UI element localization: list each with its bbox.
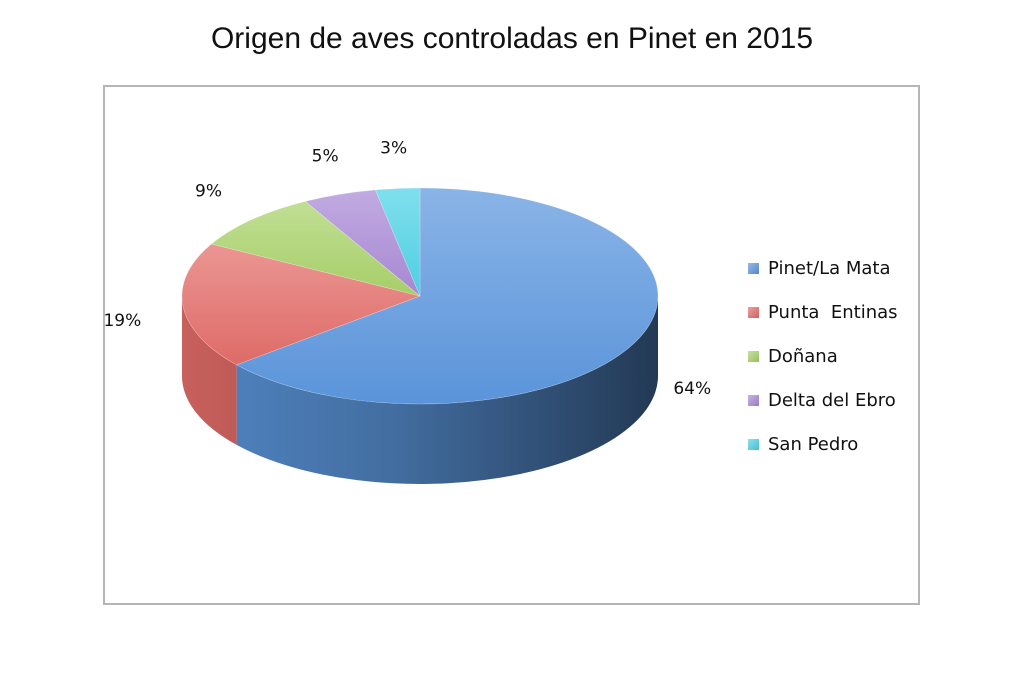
- data-label-pinet-la-mata: 64%: [673, 379, 711, 399]
- pie-slice-delta-del-ebro: [304, 189, 421, 297]
- legend-swatch-delta-del-ebro: [748, 394, 759, 406]
- pie-side-punta-entinas: [182, 296, 237, 445]
- legend-label-donana: Doñana: [768, 345, 838, 367]
- legend-label-san-pedro: San Pedro: [768, 433, 859, 455]
- legend-item-donana: Doñana: [748, 334, 898, 378]
- pie-side-pinet-la-mata: [236, 296, 659, 484]
- pie-slice-san-pedro: [374, 187, 421, 297]
- legend-swatch-punta-entinas: [748, 306, 759, 318]
- pie-slice-pinet-la-mata: [235, 187, 659, 405]
- legend-item-san-pedro: San Pedro: [748, 422, 898, 466]
- pie-slice-punta-entinas: [181, 243, 422, 366]
- legend-label-punta-entinas: Punta Entinas: [768, 301, 898, 323]
- data-label-donana: 9%: [195, 181, 222, 201]
- legend-swatch-san-pedro: [748, 438, 759, 450]
- pie-side-walls: [182, 296, 659, 484]
- legend-swatch-donana: [748, 350, 759, 362]
- data-label-san-pedro: 3%: [380, 139, 407, 159]
- data-label-punta-entinas: 19%: [103, 311, 141, 331]
- data-label-delta-del-ebro: 5%: [312, 147, 339, 167]
- legend-swatch-pinet-la-mata: [748, 262, 759, 274]
- legend-label-delta-del-ebro: Delta del Ebro: [768, 389, 896, 411]
- legend: Pinet/La Mata Punta Entinas Doñana Delta de…: [748, 246, 898, 466]
- legend-label-pinet-la-mata: Pinet/La Mata: [768, 257, 891, 279]
- pie-data-labels: 64% 19% 9% 5% 3%: [103, 139, 711, 399]
- pie-slice-donana: [210, 201, 421, 297]
- legend-item-punta-entinas: Punta Entinas: [748, 290, 898, 334]
- chart-title: Origen de aves controladas en Pinet en 2…: [210, 22, 814, 55]
- legend-item-delta-del-ebro: Delta del Ebro: [748, 378, 898, 422]
- pie-top-faces: [181, 187, 659, 405]
- legend-item-pinet-la-mata: Pinet/La Mata: [748, 246, 898, 290]
